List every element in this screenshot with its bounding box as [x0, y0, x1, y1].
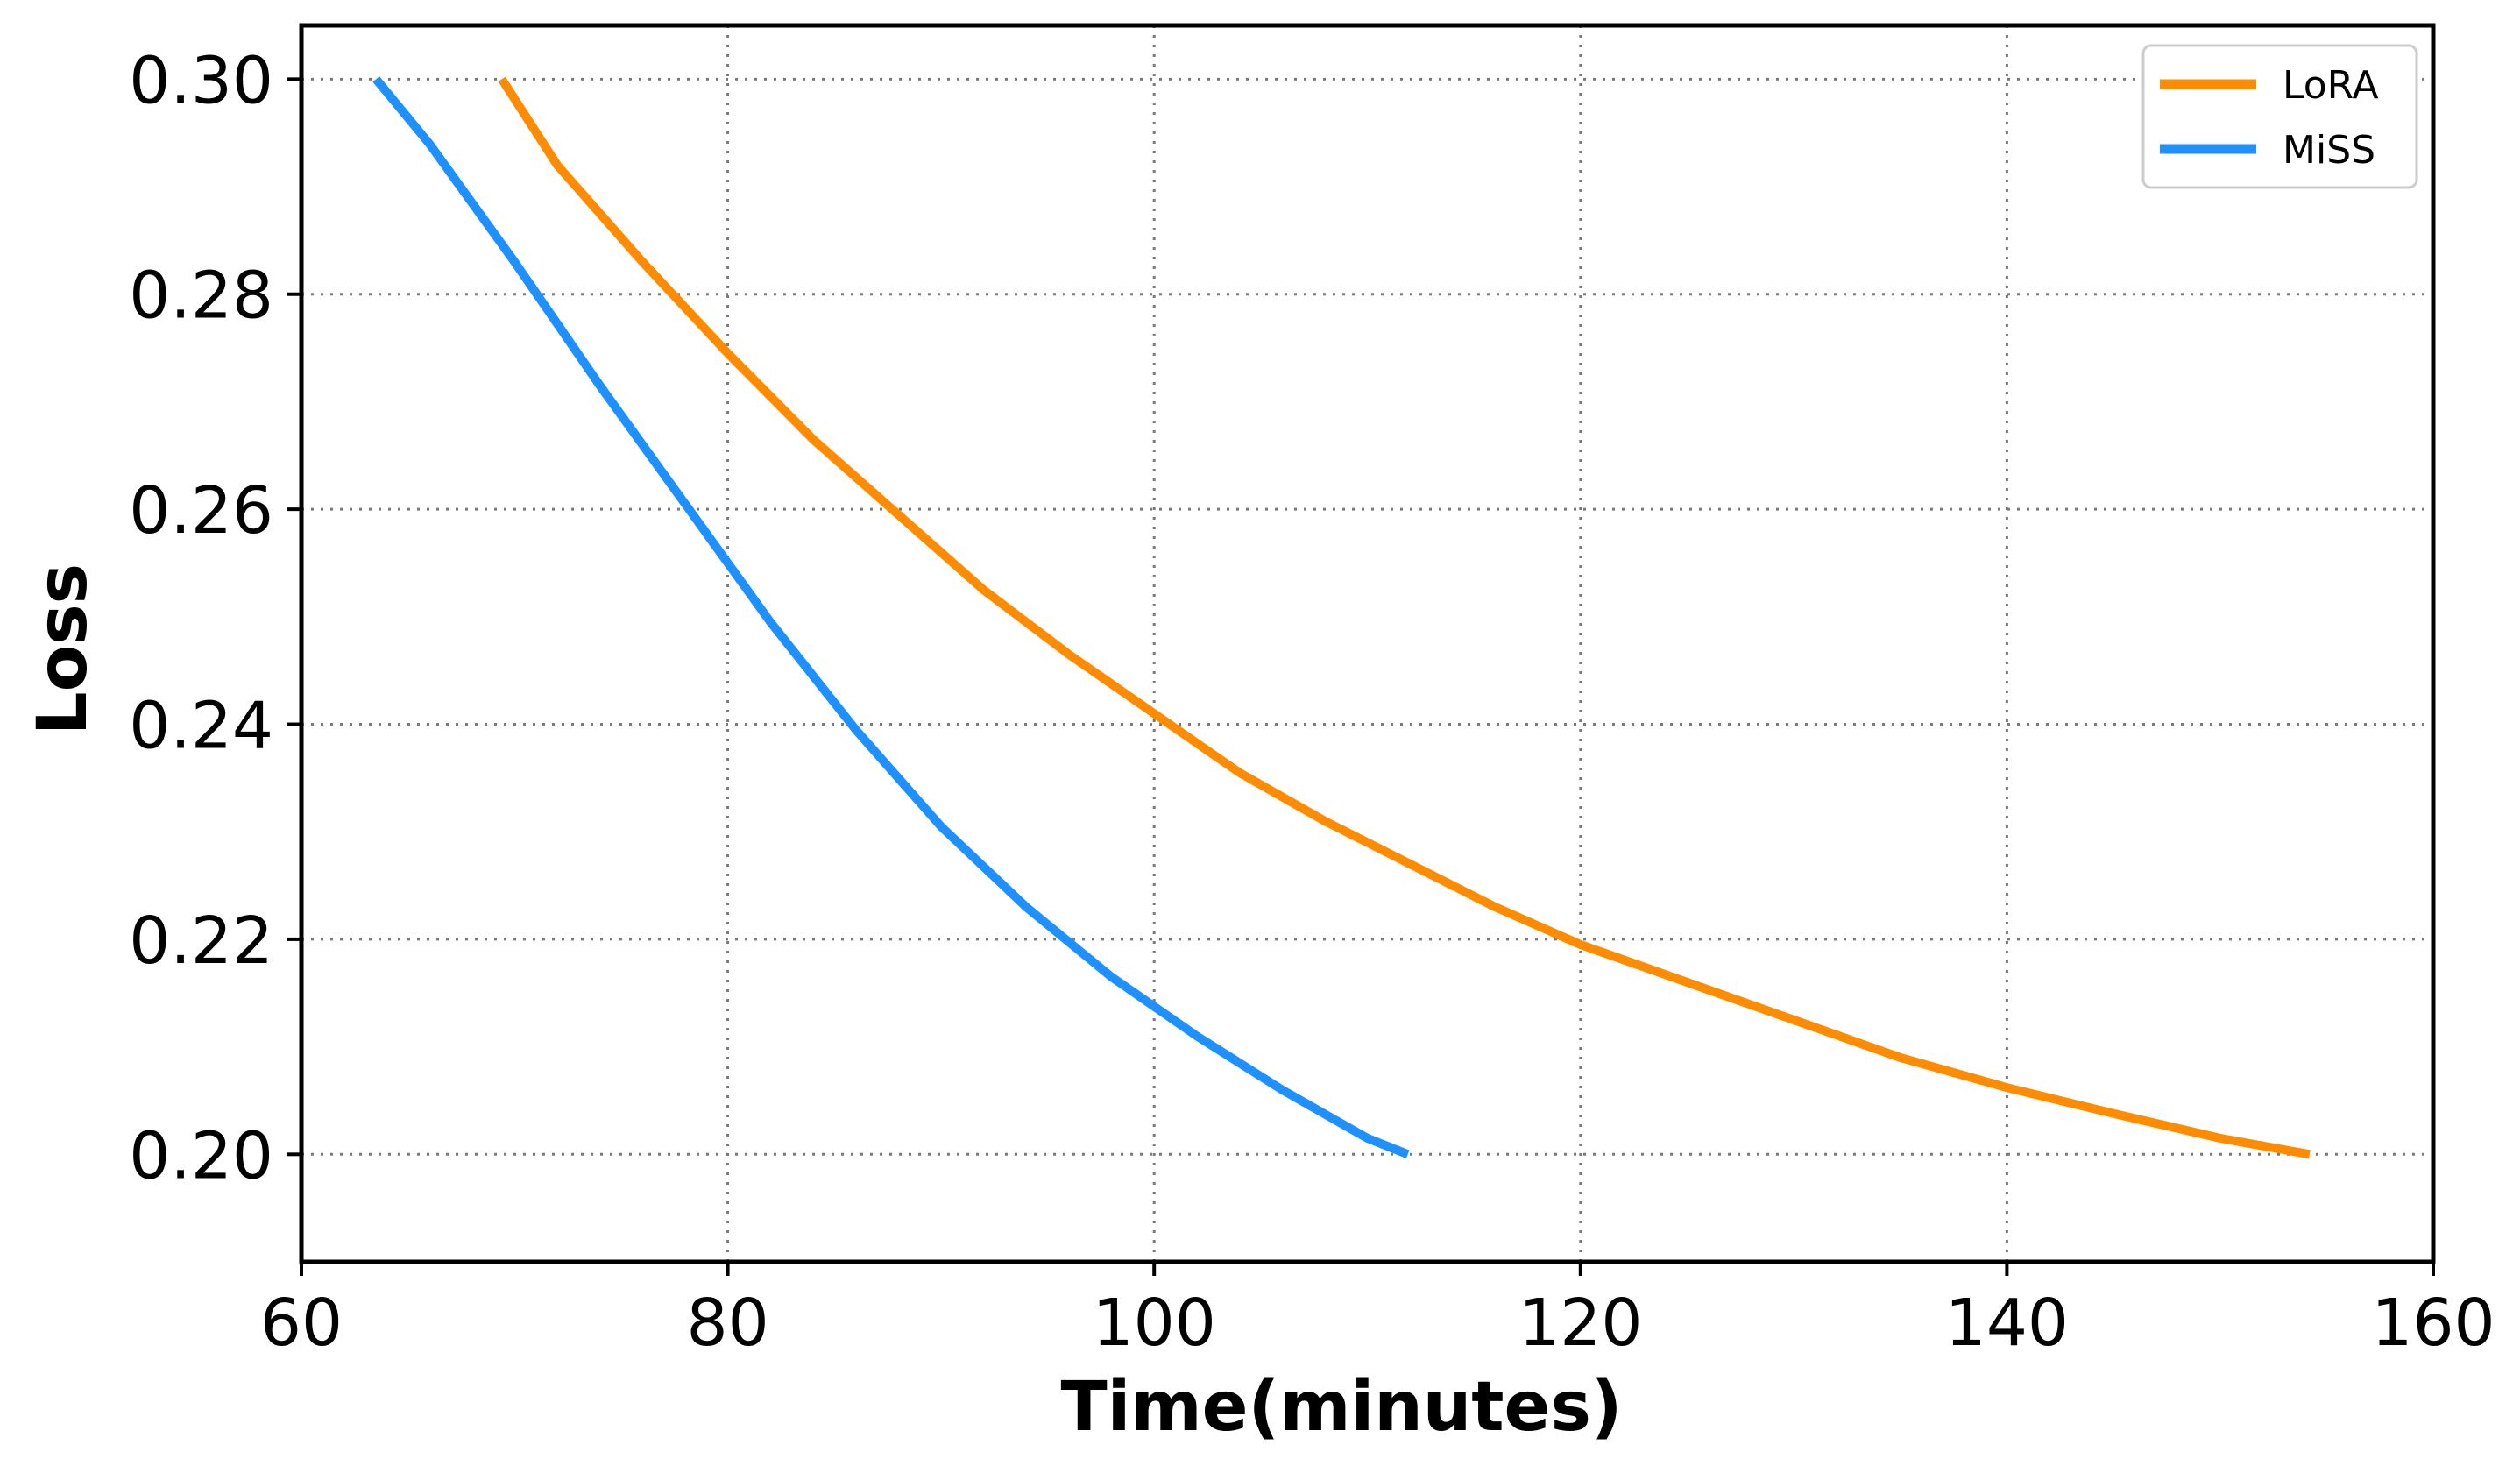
legend-label-lora: LoRA — [2283, 63, 2379, 108]
series-line-lora — [498, 76, 2311, 1159]
series-line-miss — [372, 76, 1410, 1158]
x-tick-label: 60 — [260, 1285, 343, 1361]
y-tick-label: 0.22 — [129, 903, 273, 979]
y-tick-label: 0.26 — [129, 473, 273, 549]
x-tick-label: 100 — [1093, 1285, 1216, 1361]
plot-frame — [299, 23, 2436, 1264]
x-axis: 60 80 100 120 140 160 — [260, 1262, 2495, 1361]
x-axis-title: Time(minutes) — [1060, 1368, 1622, 1447]
x-tick-label: 80 — [687, 1285, 769, 1361]
x-tick-label: 120 — [1518, 1285, 1642, 1361]
y-tick-label: 0.20 — [129, 1118, 273, 1193]
y-tick-label: 0.28 — [129, 258, 273, 334]
y-tick-label: 0.24 — [129, 689, 273, 764]
legend-label-miss: MiSS — [2283, 128, 2375, 173]
x-tick-label: 160 — [2371, 1285, 2495, 1361]
x-tick-label: 140 — [1945, 1285, 2069, 1361]
y-axis: 0.20 0.22 0.24 0.26 0.28 0.30 — [129, 43, 301, 1193]
y-tick-label: 0.30 — [129, 43, 273, 118]
grid — [301, 25, 2433, 1262]
y-axis-title: Loss — [24, 563, 103, 735]
series-layer — [372, 76, 2311, 1159]
legend: LoRA MiSS — [2141, 44, 2418, 189]
